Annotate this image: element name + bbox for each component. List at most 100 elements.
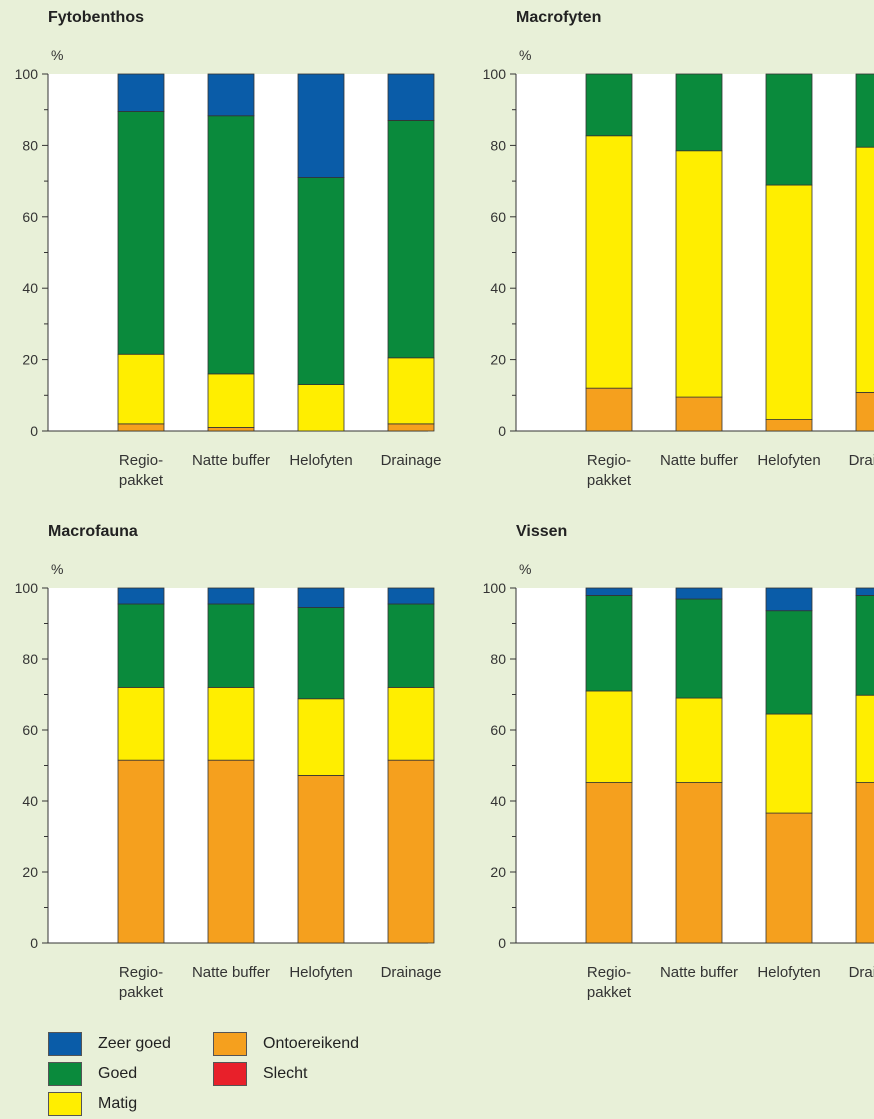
y-tick-label: 100 [483,66,507,82]
x-tick-label: Drainage [849,452,874,469]
charts-area: Fytobenthos% 0 20 40 60 80 100 Regio-pakket Natt… [15,9,874,1001]
legend-label-ontoereikend: Ontoereikend [263,1035,360,1052]
x-tick-label: Natte buffer [660,452,738,469]
x-tick-label: Regio- [119,964,163,981]
bar-segment-zeer-goed [855,587,874,596]
legend-swatch-slecht [213,1062,247,1086]
bar-segment-goed [297,607,345,700]
bar-segment-ontoereikend [117,423,165,432]
bar-segment-ontoereikend [765,419,813,432]
y-tick-label: 20 [490,352,506,368]
bar-segment-zeer-goed [207,587,255,605]
bar-segment-ontoereikend [675,396,723,432]
y-tick-label: 0 [30,423,38,439]
bar-segment-zeer-goed [297,587,345,608]
bar-segment-ontoereikend [855,392,874,432]
bar-segment-ontoereikend [297,775,345,944]
y-tick-label: 0 [498,423,506,439]
y-tick-label: 40 [22,280,38,296]
x-tick-label: Helofyten [289,452,352,469]
bar-segment-matig [117,687,165,761]
y-tick-label: 20 [22,352,38,368]
y-tick-label: 80 [22,137,38,153]
legend-swatch-zeer-goed [48,1032,82,1056]
chart-panel-vissen: Vissen% 0 20 40 60 80 100 Regio-pakket Natte buf… [483,523,874,1001]
bar-segment-zeer-goed [387,587,435,605]
legend-swatch-matig [48,1092,82,1116]
bar-segment-zeer-goed [207,73,255,117]
bar-segment-goed [207,603,255,688]
bar-segment-ontoereikend [207,759,255,944]
bar-segment-ontoereikend [585,387,633,432]
legend-item-zeer-goed: Zeer goed [48,1032,171,1056]
chart-title: Vissen [516,523,567,540]
y-tick-label: 60 [490,722,506,738]
bar-segment-ontoereikend [585,782,633,944]
bar-segment-goed [585,595,633,692]
bar-segment-ontoereikend [207,427,255,432]
y-tick-label: 80 [490,651,506,667]
x-tick-label: pakket [119,472,164,489]
bar-segment-goed [387,603,435,688]
legend-label-zeer-goed: Zeer goed [98,1035,171,1052]
bar-segment-ontoereikend [117,759,165,944]
y-tick-label: 60 [490,209,506,225]
x-tick-label: Regio- [587,452,631,469]
bar-segment-matig [297,384,345,432]
bar-segment-goed [855,595,874,696]
legend-label-matig: Matig [98,1095,138,1112]
bar-segment-matig [297,698,345,776]
chart-title: Fytobenthos [48,9,144,26]
y-tick-label: 40 [22,793,38,809]
x-tick-label: pakket [119,984,164,1001]
bar-segment-ontoereikend [387,423,435,432]
chart-panel-fytobenthos: Fytobenthos% 0 20 40 60 80 100 Regio-pakket Natt… [15,9,442,489]
bar-segment-ontoereikend [387,759,435,944]
bar-segment-ontoereikend [675,782,723,944]
bar-segment-matig [387,357,435,425]
x-tick-label: Drainage [381,964,442,981]
y-axis-unit: % [519,47,531,63]
legend: Zeer goed Goed Matig Ontoereikend Slecht [48,1032,408,1116]
bar-segment-matig [207,373,255,428]
bar-segment-matig [765,184,813,420]
x-tick-label: Regio- [587,964,631,981]
bar-segment-matig [765,713,813,814]
x-tick-label: Natte buffer [660,964,738,981]
y-axis-unit: % [519,561,531,577]
legend-item-matig: Matig [48,1092,137,1116]
x-tick-label: Drainage [381,452,442,469]
bar-segment-zeer-goed [585,587,633,596]
bar-segment-zeer-goed [117,587,165,605]
bar-segment-matig [855,146,874,393]
bar-segment-matig [855,694,874,783]
bar-segment-goed [297,177,345,385]
bar-segment-matig [387,687,435,761]
bar-segment-matig [675,150,723,398]
y-axis-unit: % [51,561,63,577]
bar-segment-matig [207,687,255,761]
bar-segment-zeer-goed [297,73,345,178]
y-tick-label: 0 [30,935,38,951]
bar-segment-matig [675,697,723,783]
y-tick-label: 0 [498,935,506,951]
x-tick-label: Helofyten [289,964,352,981]
legend-item-ontoereikend: Ontoereikend [213,1032,359,1056]
y-tick-label: 40 [490,280,506,296]
x-tick-label: pakket [587,472,632,489]
bar-segment-goed [855,73,874,148]
chart-panel-macrofauna: Macrofauna% 0 20 40 60 80 100 Regio-pakket Natte… [15,523,442,1001]
x-tick-label: Helofyten [757,964,820,981]
x-tick-label: Natte buffer [192,964,270,981]
bar-segment-goed [675,73,723,152]
bar-segment-goed [585,73,633,137]
bar-segment-goed [675,598,723,699]
chart-title: Macrofauna [48,523,138,540]
bar-segment-zeer-goed [675,587,723,600]
x-tick-label: Natte buffer [192,452,270,469]
x-tick-label: Regio- [119,452,163,469]
chart-title: Macrofyten [516,9,601,26]
bar-segment-goed [117,111,165,355]
legend-item-goed: Goed [48,1062,137,1086]
bar-segment-goed [765,610,813,715]
